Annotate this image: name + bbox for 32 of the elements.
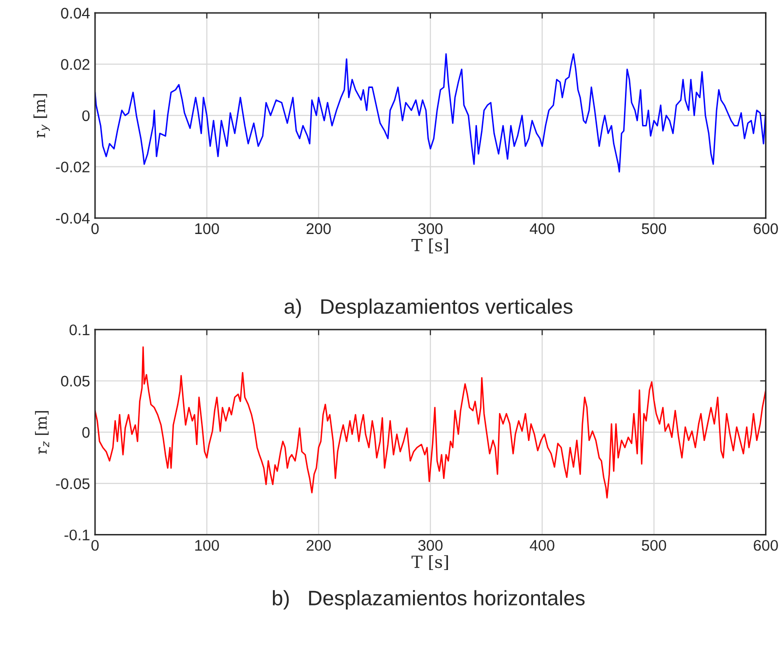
y-tick-label: -0.05: [56, 478, 90, 490]
y-axis-title: r$_{y}$ [m]: [33, 94, 50, 138]
text: b) Desplazamientos horizontales: [272, 590, 585, 610]
line-series: [95, 346, 766, 498]
x-tick-label: 400: [530, 223, 554, 234]
y-tick-label: 0: [82, 427, 90, 438]
y-tick-label: 0.05: [61, 376, 90, 387]
x-tick-label: 500: [642, 540, 666, 551]
y-tick-label: -0.04: [56, 212, 90, 224]
x-tick-label: 100: [195, 540, 219, 551]
x-axis-title: T [s]: [412, 238, 448, 254]
y-tick-label: -0.1: [64, 530, 90, 540]
line-series: [95, 53, 766, 173]
y-axis-title: r$_{z}$ [m]: [35, 411, 50, 454]
text: a) Desplazamientos verticales: [284, 298, 572, 318]
x-tick-label: 500: [642, 223, 666, 234]
y-tick-label: 0.1: [70, 324, 90, 336]
y-tick-label: 0.02: [61, 59, 90, 70]
x-axis-title: T [s]: [412, 555, 448, 570]
x-tick-label: 300: [418, 223, 443, 234]
y-tick-label: 0: [82, 110, 90, 122]
x-tick-label: 200: [306, 540, 331, 551]
x-tick-label: 600: [754, 223, 778, 234]
y-tick-label: 0.04: [61, 8, 90, 19]
x-tick-label: 200: [306, 223, 331, 234]
x-tick-label: 0: [91, 540, 99, 551]
x-tick-label: 0: [91, 223, 99, 234]
x-tick-label: 400: [530, 540, 554, 551]
x-tick-label: 600: [754, 540, 778, 551]
x-tick-label: 300: [418, 540, 443, 551]
y-tick-label: -0.02: [56, 162, 90, 172]
x-tick-label: 100: [195, 223, 219, 234]
